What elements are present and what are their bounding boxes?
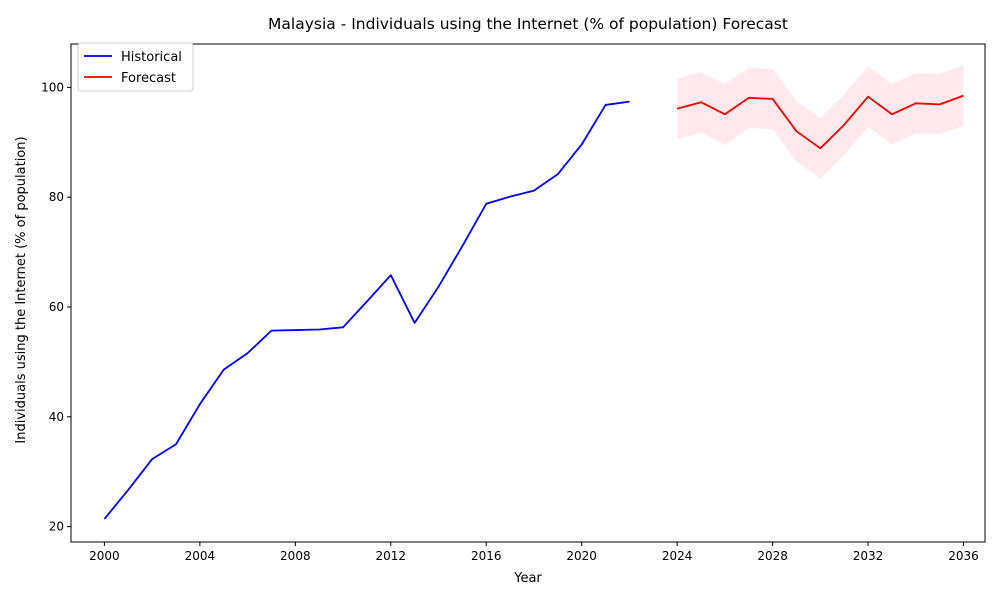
forecast-confidence-band-layer xyxy=(677,65,964,179)
y-tick-label: 40 xyxy=(49,410,64,424)
legend-label-forecast: Forecast xyxy=(121,71,176,86)
x-tick-label: 2000 xyxy=(89,549,120,563)
x-tick-label: 2032 xyxy=(853,549,884,563)
x-tick-label: 2012 xyxy=(376,549,407,563)
legend-frame xyxy=(77,42,194,92)
x-tick-label: 2008 xyxy=(280,549,311,563)
legend: Historical Forecast xyxy=(77,42,194,92)
y-tick-label: 100 xyxy=(41,80,64,94)
historical-series-line xyxy=(103,100,630,520)
y-axis-title: Individuals using the Internet (% of pop… xyxy=(14,136,29,443)
chart-title: Malaysia - Individuals using the Interne… xyxy=(268,15,788,33)
forecast-series-line xyxy=(676,94,964,150)
series-line-layer xyxy=(103,94,964,520)
x-tick-label: 2020 xyxy=(566,549,597,563)
legend-label-historical: Historical xyxy=(121,50,182,65)
axes: 2000 2004 2008 2012 2016 2020 2024 2028 2032 2036… xyxy=(41,43,986,563)
forecast-confidence-band xyxy=(677,65,964,179)
y-tick-label: 20 xyxy=(49,520,64,534)
y-tick-label: 80 xyxy=(49,190,64,204)
plot-area-frame xyxy=(70,43,986,543)
x-tick-label: 2036 xyxy=(948,549,979,563)
y-tick-label: 60 xyxy=(49,300,64,314)
x-axis-title: Year xyxy=(513,571,542,586)
x-tick-label: 2004 xyxy=(185,549,216,563)
x-tick-label: 2028 xyxy=(757,549,788,563)
x-tick-label: 2024 xyxy=(662,549,693,563)
x-tick-label: 2016 xyxy=(471,549,502,563)
